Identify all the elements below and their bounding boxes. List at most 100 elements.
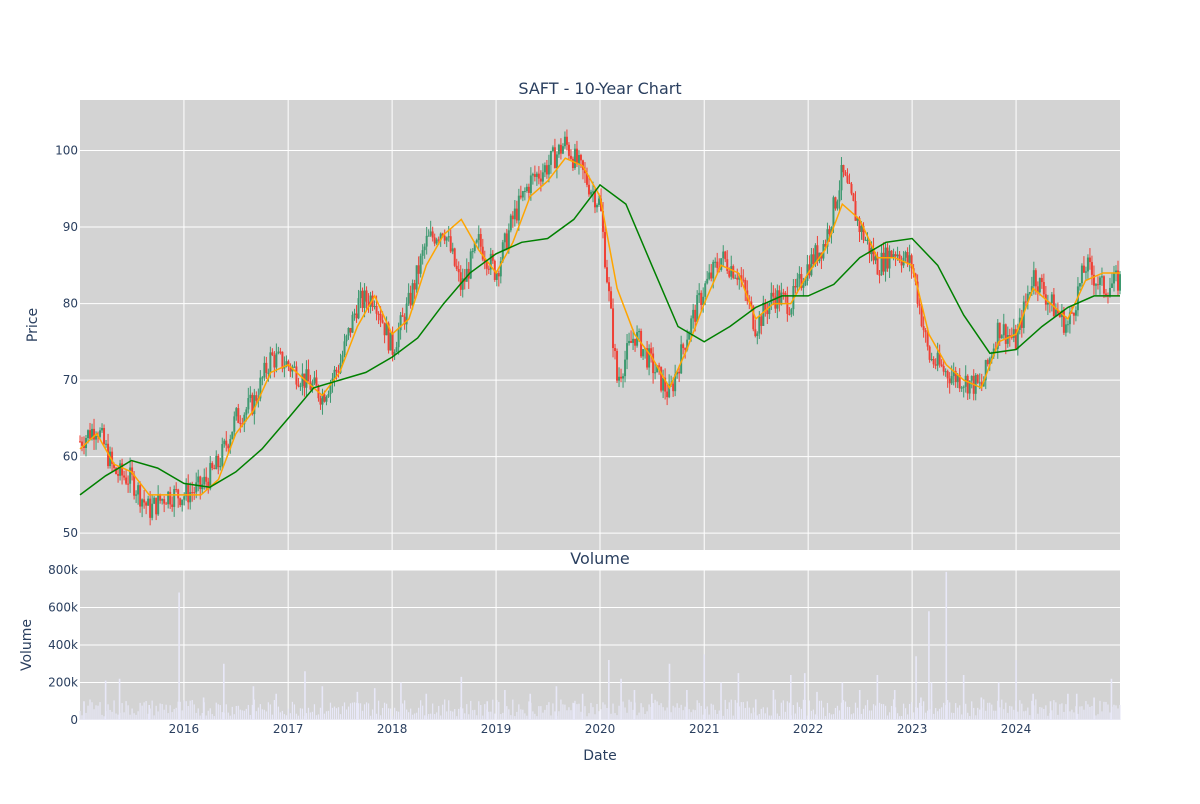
candle-up xyxy=(756,333,759,337)
volume-bar xyxy=(915,656,917,720)
candle-down xyxy=(1062,310,1065,333)
candle-down xyxy=(1116,270,1119,291)
candle-up xyxy=(654,372,657,374)
candle-up xyxy=(135,494,138,496)
volume-bar xyxy=(794,713,796,720)
volume-bar xyxy=(538,706,540,720)
price-y-tick-label: 70 xyxy=(63,373,78,387)
volume-bar xyxy=(949,702,951,720)
candle-down xyxy=(519,195,522,198)
volume-bar xyxy=(167,713,169,720)
volume-bar xyxy=(973,707,975,720)
volume-bar xyxy=(1105,701,1107,720)
volume-bar xyxy=(269,704,271,720)
candle-up xyxy=(333,369,336,379)
candle-down xyxy=(553,147,556,169)
volume-bar xyxy=(1099,700,1101,720)
volume-bar xyxy=(400,682,402,720)
candle-up xyxy=(810,254,813,276)
candle-down xyxy=(1104,293,1107,296)
volume-bar xyxy=(153,715,155,720)
candle-down xyxy=(455,265,458,269)
volume-bar xyxy=(287,708,290,720)
volume-bar xyxy=(902,703,905,720)
candle-down xyxy=(191,492,194,494)
volume-bar xyxy=(311,711,314,720)
candle-up xyxy=(469,251,472,279)
volume-bar xyxy=(157,711,159,720)
candle-up xyxy=(990,356,993,359)
candle-down xyxy=(934,364,937,366)
candle-up xyxy=(513,208,516,220)
volume-bar xyxy=(1117,708,1119,720)
volume-bar xyxy=(581,693,584,720)
volume-bar xyxy=(317,714,320,720)
candle-down xyxy=(205,476,208,482)
volume-bar xyxy=(1009,705,1011,720)
volume-bar xyxy=(480,704,482,720)
volume-bar xyxy=(178,592,180,720)
volume-bar xyxy=(385,703,388,720)
candle-down xyxy=(443,235,446,241)
volume-bar xyxy=(113,700,115,720)
candle-up xyxy=(1050,294,1053,303)
candle-up xyxy=(359,290,362,299)
volume-bar xyxy=(864,705,867,720)
candle-down xyxy=(361,290,364,308)
candle-down xyxy=(800,274,803,288)
volume-bar xyxy=(91,702,93,720)
volume-bar xyxy=(486,701,489,720)
candle-up xyxy=(908,255,911,263)
candle-up xyxy=(343,341,346,356)
candle-down xyxy=(179,498,182,506)
volume-bar xyxy=(979,709,981,720)
candle-down xyxy=(658,365,661,367)
volume-bar xyxy=(935,708,937,720)
volume-bar xyxy=(686,690,688,720)
volume-bar xyxy=(752,707,754,720)
volume-bar xyxy=(997,682,1000,720)
volume-bar xyxy=(165,704,167,720)
volume-bar xyxy=(87,705,89,720)
candle-up xyxy=(451,248,454,252)
candle-down xyxy=(650,348,653,354)
candle-up xyxy=(373,306,376,308)
candle-up xyxy=(339,363,342,373)
volume-bar xyxy=(714,709,716,720)
candle-down xyxy=(784,292,787,296)
candle-up xyxy=(543,165,546,173)
volume-bar xyxy=(1015,660,1017,720)
volume-bar xyxy=(528,701,530,720)
volume-bar xyxy=(1021,703,1023,720)
candle-down xyxy=(1034,270,1037,287)
volume-bar xyxy=(624,707,626,720)
candle-up xyxy=(636,332,639,346)
volume-bar xyxy=(602,702,604,720)
volume-bar xyxy=(830,714,833,720)
candle-up xyxy=(233,416,236,432)
candle-up xyxy=(1006,335,1009,344)
candle-down xyxy=(998,322,1001,339)
volume-bar xyxy=(766,707,768,720)
volume-bar xyxy=(1073,712,1075,720)
candle-down xyxy=(976,374,979,383)
candle-up xyxy=(628,340,631,344)
volume-bar xyxy=(1095,715,1097,720)
volume-bar xyxy=(325,711,328,720)
candle-down xyxy=(315,377,318,386)
volume-bar xyxy=(444,699,446,720)
candle-up xyxy=(301,373,304,387)
volume-bar xyxy=(620,678,622,720)
volume-bar xyxy=(694,710,696,720)
volume-bar xyxy=(622,701,624,720)
candle-down xyxy=(79,441,81,443)
volume-bar xyxy=(347,706,350,720)
candle-up xyxy=(702,296,705,306)
volume-bar xyxy=(418,707,420,720)
volume-bar xyxy=(428,714,430,720)
candle-up xyxy=(814,245,817,265)
candle-down xyxy=(602,210,605,232)
candle-down xyxy=(920,305,923,327)
candle-down xyxy=(610,291,613,309)
volume-y-tick-label: 600k xyxy=(48,601,78,615)
